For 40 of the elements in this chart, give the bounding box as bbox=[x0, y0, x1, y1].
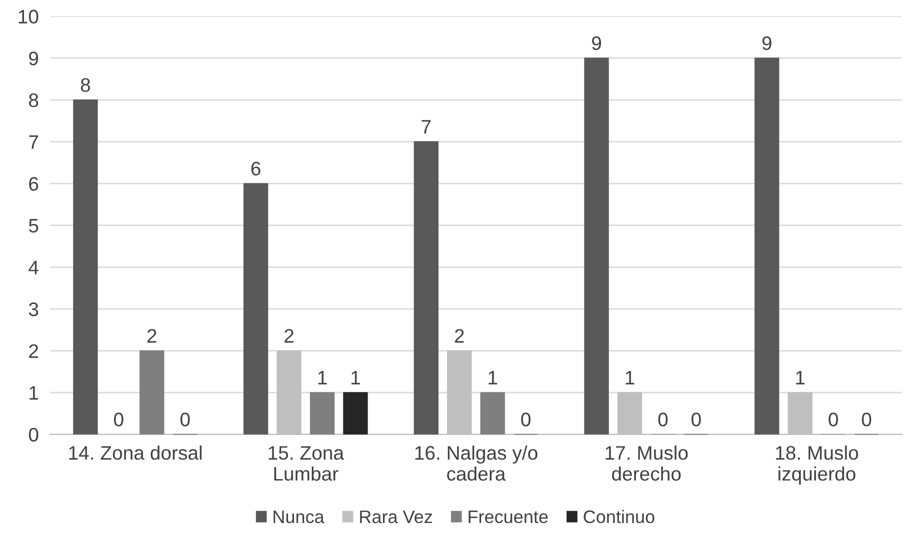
data-label: 1 bbox=[488, 371, 498, 384]
data-label: 0 bbox=[692, 412, 701, 426]
data-label: 0 bbox=[180, 412, 190, 426]
y-tick-label: 1 bbox=[30, 386, 38, 400]
x-tick-label: 14. Zona dorsal bbox=[69, 446, 202, 460]
data-label: 1 bbox=[352, 371, 360, 384]
data-label: 9 bbox=[762, 36, 772, 50]
y-tick-label: 6 bbox=[29, 177, 38, 191]
data-label: 1 bbox=[796, 371, 805, 384]
legend-label: Continuo bbox=[584, 510, 654, 524]
data-label: 0 bbox=[114, 412, 124, 426]
y-tick-label: 10 bbox=[18, 10, 38, 24]
y-tick-label: 8 bbox=[29, 93, 38, 108]
data-label: 2 bbox=[454, 329, 464, 343]
data-label: 2 bbox=[284, 329, 294, 343]
data-label: 8 bbox=[80, 78, 90, 92]
y-tick-label: 2 bbox=[29, 344, 38, 358]
data-label: 1 bbox=[318, 371, 327, 384]
x-tick-label: 16. Nalgas y/o cadera bbox=[415, 446, 538, 481]
data-label: 0 bbox=[828, 412, 838, 426]
data-label: 7 bbox=[422, 120, 431, 134]
y-tick-label: 9 bbox=[29, 52, 38, 66]
data-label: 6 bbox=[251, 162, 260, 176]
x-tick-label: 18. Muslo izquierdo bbox=[776, 446, 858, 485]
data-label: 0 bbox=[658, 412, 668, 426]
data-label: 1 bbox=[626, 371, 634, 384]
y-tick-label: 0 bbox=[28, 428, 38, 442]
y-tick-label: 4 bbox=[28, 260, 38, 274]
legend-label: Rara Vez bbox=[360, 510, 432, 524]
y-tick-label: 7 bbox=[29, 135, 38, 149]
x-tick-label: 17. Muslo derecho bbox=[606, 446, 688, 481]
data-label: 9 bbox=[592, 36, 602, 50]
y-tick-label: 5 bbox=[28, 219, 38, 233]
legend-label: Frecuente bbox=[468, 510, 548, 524]
legend-label: Nunca bbox=[274, 510, 324, 524]
data-label: 2 bbox=[147, 329, 156, 343]
data-label: 0 bbox=[521, 412, 530, 426]
y-tick-label: 3 bbox=[28, 302, 38, 316]
data-label: 0 bbox=[862, 412, 872, 426]
x-tick-label: 15. Zona Lumbar bbox=[268, 446, 344, 481]
